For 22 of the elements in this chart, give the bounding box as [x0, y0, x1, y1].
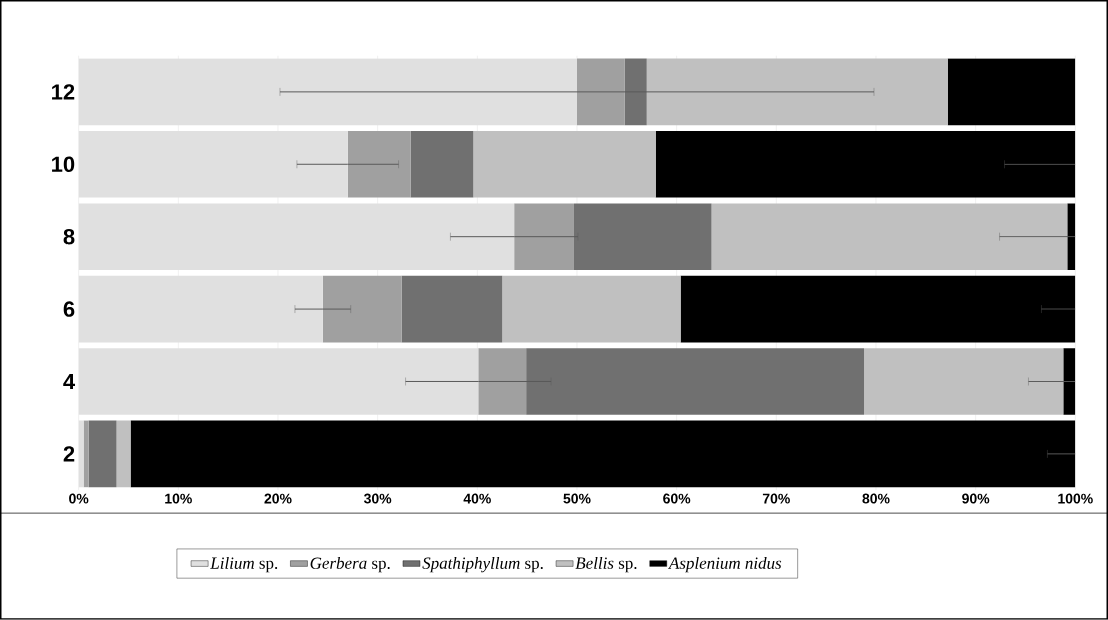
x-tick-label: 50% [563, 493, 591, 504]
y-tick-label: 8 [63, 229, 75, 245]
y-tick-label: 12 [52, 84, 75, 100]
legend-label: Gerbera sp. [310, 557, 390, 573]
x-tick-label: 0% [69, 493, 89, 504]
x-tick-label: 80% [862, 493, 890, 504]
y-tick-label: 6 [63, 301, 75, 318]
legend-label: Spathiphyllum sp. [422, 557, 543, 573]
x-tick-label: 100% [1058, 493, 1093, 504]
x-tick-label: 70% [762, 493, 790, 504]
legend-label: Lilium sp. [210, 557, 278, 573]
legend-label: Asplenium nidus [668, 557, 782, 573]
x-tick-label: 30% [363, 493, 392, 504]
x-tick-label: 20% [264, 493, 292, 504]
x-tick-label: 40% [463, 493, 491, 504]
x-tick-label: 90% [962, 493, 990, 504]
y-tick-label: 4 [63, 374, 76, 390]
y-tick-label: 2 [63, 446, 75, 462]
x-tick-label: 10% [165, 493, 192, 504]
x-tick-label: 60% [663, 493, 691, 504]
y-tick-label: 10 [52, 156, 75, 173]
legend-label: Bellis sp. [575, 557, 637, 573]
